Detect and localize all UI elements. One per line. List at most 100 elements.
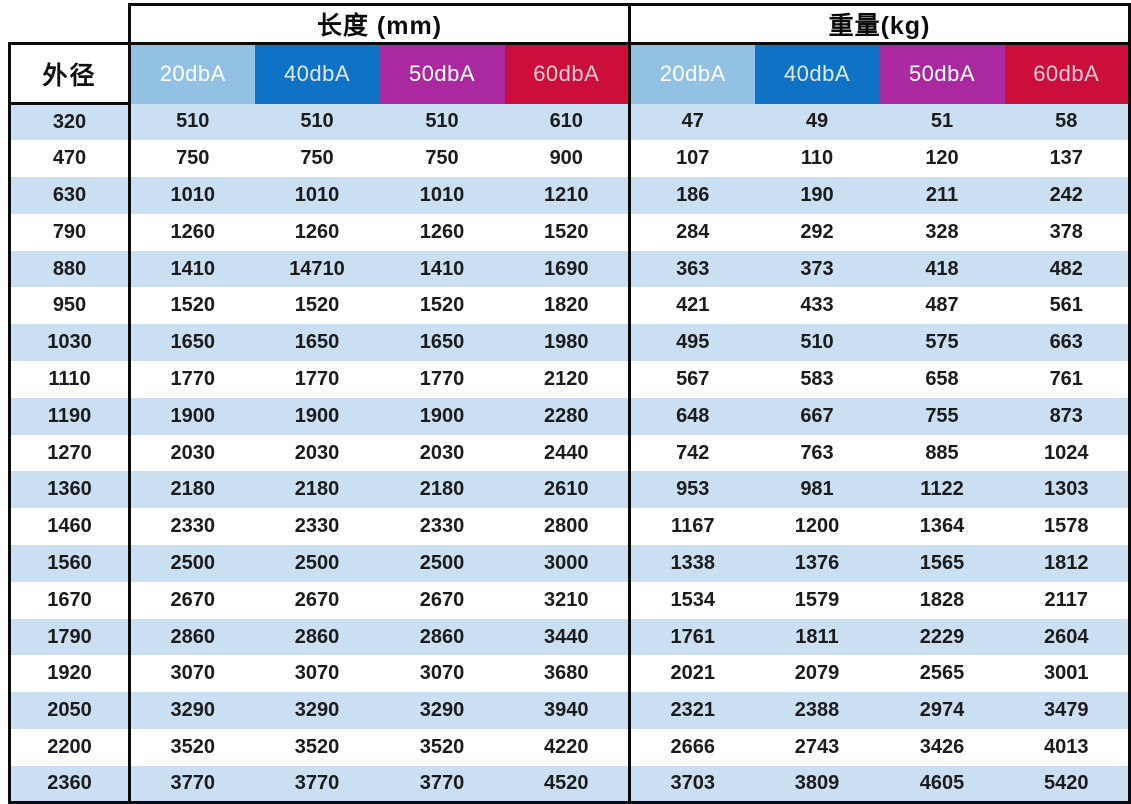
table-row: 2050 3290 3290 3290 3940 2321 2388 2974 3479 — [8, 692, 1131, 730]
length-value-cell: 2670 — [129, 581, 255, 619]
diameter-cell: 1110 — [8, 361, 131, 398]
weight-value-cell: 561 — [1004, 287, 1131, 325]
length-value-cell: 1820 — [504, 287, 630, 325]
diameter-cell: 1190 — [8, 397, 131, 435]
diameter-cell: 950 — [8, 287, 131, 325]
diameter-cell: 1360 — [8, 471, 131, 509]
length-value-cell: 1260 — [379, 213, 505, 251]
weight-value-cell: 953 — [628, 471, 755, 509]
length-value-cell: 2180 — [129, 471, 255, 509]
length-value-cell: 2440 — [504, 434, 630, 472]
weight-value-cell: 363 — [628, 250, 755, 288]
weight-value-cell: 4013 — [1004, 729, 1131, 766]
length-value-cell: 750 — [254, 140, 380, 178]
weight-value-cell: 663 — [1004, 324, 1131, 362]
length-value-cell: 2180 — [254, 471, 380, 509]
weight-value-cell: 421 — [628, 287, 755, 325]
weight-value-cell: 885 — [879, 434, 1005, 472]
weight-value-cell: 1364 — [879, 508, 1005, 546]
length-value-cell: 1010 — [379, 177, 505, 214]
weight-value-cell: 1811 — [754, 618, 880, 656]
table-row: 2200 3520 3520 3520 4220 2666 2743 3426 4013 — [8, 729, 1131, 766]
length-value-cell: 2860 — [379, 618, 505, 656]
length-value-cell: 3680 — [504, 655, 630, 693]
weight-value-cell: 2079 — [754, 655, 880, 693]
length-value-cell: 1520 — [129, 287, 255, 325]
weight-value-cell: 418 — [879, 250, 1005, 288]
length-value-cell: 1010 — [254, 177, 380, 214]
diameter-cell: 1270 — [8, 434, 131, 472]
diameter-cell: 2360 — [8, 765, 131, 804]
length-value-cell: 510 — [379, 103, 505, 141]
weight-value-cell: 378 — [1004, 213, 1131, 251]
length-value-cell: 2180 — [379, 471, 505, 509]
length-value-cell: 1520 — [254, 287, 380, 325]
weight-value-cell: 2666 — [628, 729, 755, 766]
diameter-column-header: 外径 — [8, 42, 131, 105]
weight-value-cell: 742 — [628, 434, 755, 472]
table-row: 1190 1900 1900 1900 2280 648 667 755 873 — [8, 397, 1131, 435]
weight-value-cell: 1338 — [628, 545, 755, 582]
diameter-cell: 1670 — [8, 581, 131, 619]
length-value-cell: 1980 — [504, 324, 630, 362]
weight-value-cell: 2604 — [1004, 618, 1131, 656]
diameter-cell: 1560 — [8, 545, 131, 582]
length-value-cell: 2800 — [504, 508, 630, 546]
weight-value-cell: 873 — [1004, 397, 1131, 435]
length-value-cell: 1010 — [129, 177, 255, 214]
weight-value-cell: 575 — [879, 324, 1005, 362]
table-row: 1920 3070 3070 3070 3680 2021 2079 2565 3001 — [8, 655, 1131, 693]
length-value-cell: 3520 — [254, 729, 380, 766]
table-row: 1110 1770 1770 1770 2120 567 583 658 761 — [8, 361, 1131, 398]
diameter-cell: 2050 — [8, 692, 131, 730]
length-value-cell: 3000 — [504, 545, 630, 582]
length-value-cell: 2500 — [129, 545, 255, 582]
length-value-cell: 3520 — [129, 729, 255, 766]
weight-value-cell: 981 — [754, 471, 880, 509]
diameter-cell: 880 — [8, 250, 131, 288]
length-value-cell: 750 — [129, 140, 255, 178]
table-row: 1360 2180 2180 2180 2610 953 981 1122 1303 — [8, 471, 1131, 509]
length-value-cell: 4520 — [504, 765, 630, 804]
length-value-cell: 3070 — [379, 655, 505, 693]
table-row: 1030 1650 1650 1650 1980 495 510 575 663 — [8, 324, 1131, 362]
weight-value-cell: 110 — [754, 140, 880, 178]
table-row: 320 510 510 510 610 47 49 51 58 — [8, 103, 1131, 141]
column-header-length-60dba: 60dbA — [504, 43, 631, 104]
length-value-cell: 4220 — [504, 729, 630, 766]
weight-value-cell: 2117 — [1004, 581, 1131, 619]
weight-value-cell: 137 — [1004, 140, 1131, 178]
length-value-cell: 510 — [129, 103, 255, 141]
length-value-cell: 3940 — [504, 692, 630, 730]
length-value-cell: 1770 — [129, 361, 255, 398]
table-row: 880 1410 14710 1410 1690 363 373 418 482 — [8, 250, 1131, 288]
weight-value-cell: 1024 — [1004, 434, 1131, 472]
length-value-cell: 2330 — [254, 508, 380, 546]
diameter-cell: 1920 — [8, 655, 131, 693]
weight-value-cell: 120 — [879, 140, 1005, 178]
section-title-row: 长度 (mm) 重量(kg) — [9, 3, 1131, 45]
weight-value-cell: 3809 — [754, 765, 880, 804]
weight-value-cell: 3479 — [1004, 692, 1131, 730]
length-value-cell: 2030 — [254, 434, 380, 472]
table-row: 1670 2670 2670 2670 3210 1534 1579 1828 2117 — [8, 581, 1131, 619]
weight-value-cell: 658 — [879, 361, 1005, 398]
length-value-cell: 2120 — [504, 361, 630, 398]
length-value-cell: 1650 — [379, 324, 505, 362]
column-header-length-40dba: 40dbA — [254, 43, 380, 104]
length-value-cell: 1770 — [254, 361, 380, 398]
diameter-cell: 470 — [8, 140, 131, 178]
length-value-cell: 3440 — [504, 618, 630, 656]
weight-value-cell: 2565 — [879, 655, 1005, 693]
diameter-cell: 320 — [8, 103, 131, 141]
length-value-cell: 1210 — [504, 177, 630, 214]
weight-value-cell: 47 — [628, 103, 755, 141]
length-value-cell: 1900 — [129, 397, 255, 435]
length-value-cell: 3070 — [254, 655, 380, 693]
weight-value-cell: 2321 — [628, 692, 755, 730]
table-row: 1790 2860 2860 2860 3440 1761 1811 2229 2604 — [8, 618, 1131, 656]
length-value-cell: 1260 — [254, 213, 380, 251]
weight-value-cell: 3426 — [879, 729, 1005, 766]
column-header-length-20dba: 20dbA — [129, 43, 255, 104]
